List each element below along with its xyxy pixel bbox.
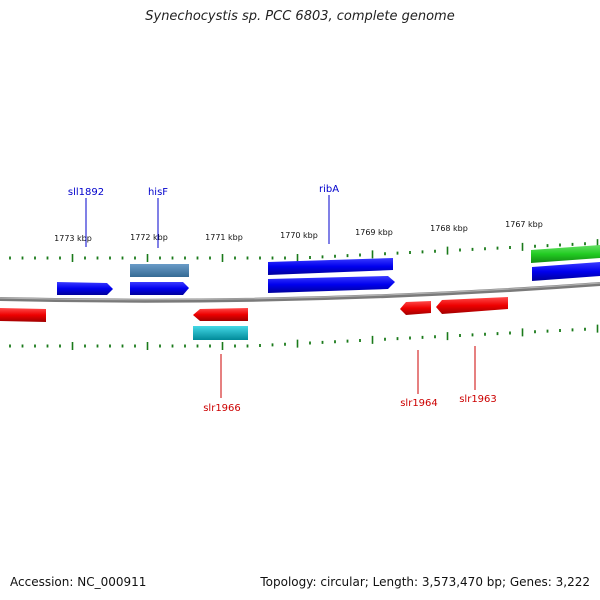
label-hisF[interactable]: hisF — [148, 187, 168, 198]
tick-label-1767: 1767 kbp — [505, 220, 543, 229]
genome-backbone — [0, 282, 600, 303]
gene-slr1963[interactable] — [436, 297, 508, 314]
tick-label-1773: 1773 kbp — [54, 234, 92, 243]
gene-ribA-upper[interactable] — [268, 258, 393, 275]
label-slr1964[interactable]: slr1964 — [400, 398, 438, 409]
feature-green-rna[interactable] — [531, 245, 600, 263]
gene-slr1964[interactable] — [400, 301, 431, 315]
gene-reverse-left[interactable] — [0, 308, 46, 322]
gene-ribA[interactable] — [268, 276, 395, 293]
tick-label-1770: 1770 kbp — [280, 231, 318, 240]
gene-labels: sll1892 hisF ribA slr1966 slr1964 slr196… — [68, 184, 497, 414]
gene-slr1966[interactable] — [193, 308, 248, 321]
label-slr1963[interactable]: slr1963 — [459, 394, 497, 405]
genome-stats-text: Topology: circular; Length: 3,573,470 bp… — [260, 575, 590, 589]
feature-cyan-rna[interactable] — [193, 326, 248, 340]
gene-forward-right[interactable] — [532, 262, 600, 281]
feature-hisF-rna[interactable] — [130, 264, 189, 277]
page-title: Synechocystis sp. PCC 6803, complete gen… — [145, 9, 455, 24]
label-leaders — [85, 195, 476, 398]
accession-text: Accession: NC_000911 — [10, 575, 147, 589]
tick-row-reverse — [9, 324, 599, 350]
label-slr1966[interactable]: slr1966 — [203, 403, 241, 414]
tick-label-1769: 1769 kbp — [355, 228, 393, 237]
forward-genes — [57, 258, 600, 295]
scale-labels: 1773 kbp 1772 kbp 1771 kbp 1770 kbp 1769… — [54, 220, 543, 243]
label-ribA[interactable]: ribA — [319, 184, 339, 195]
gene-hisF[interactable] — [130, 282, 189, 295]
label-sll1892[interactable]: sll1892 — [68, 187, 104, 198]
tick-row-forward — [9, 239, 599, 262]
tick-label-1768: 1768 kbp — [430, 224, 468, 233]
reverse-genes — [0, 297, 508, 322]
tick-label-1772: 1772 kbp — [130, 233, 168, 242]
tick-label-1771: 1771 kbp — [205, 233, 243, 242]
gene-sll1892[interactable] — [57, 282, 113, 295]
